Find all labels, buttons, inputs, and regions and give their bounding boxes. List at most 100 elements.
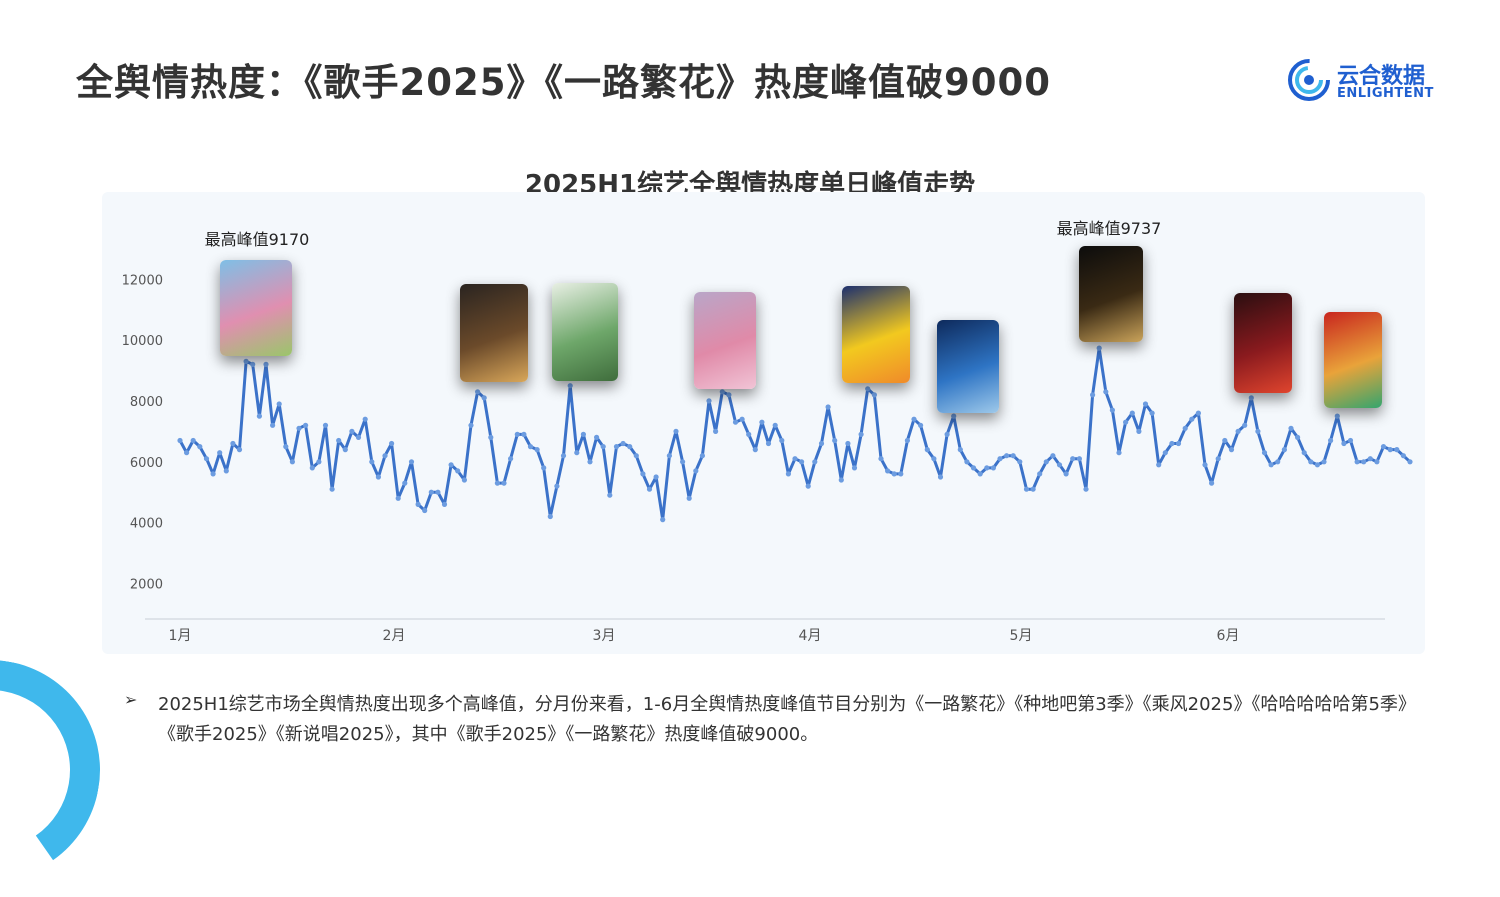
series-line bbox=[178, 346, 1412, 522]
data-point bbox=[765, 440, 772, 447]
data-point bbox=[620, 440, 626, 447]
data-point bbox=[1202, 462, 1208, 468]
poster-band-show bbox=[1234, 293, 1292, 393]
data-point bbox=[719, 389, 725, 395]
data-point bbox=[646, 486, 653, 492]
data-point bbox=[686, 495, 692, 501]
data-point bbox=[1056, 462, 1063, 468]
data-point bbox=[395, 495, 401, 501]
data-point bbox=[1308, 459, 1314, 465]
data-point bbox=[1347, 437, 1354, 444]
poster-yilufanhua bbox=[220, 260, 292, 356]
logo-icon bbox=[1288, 59, 1330, 101]
data-point bbox=[1010, 453, 1016, 459]
summary-text: 2025H1综艺市场全舆情热度出现多个高峰值，分月份来看，1-6月全舆情热度峰值… bbox=[158, 694, 1416, 745]
series-points bbox=[177, 345, 1413, 523]
data-point bbox=[957, 447, 963, 453]
data-point bbox=[375, 474, 381, 480]
data-point bbox=[680, 459, 686, 465]
data-point bbox=[1037, 471, 1043, 477]
data-point bbox=[1222, 437, 1228, 444]
data-point bbox=[633, 453, 639, 459]
bullet-arrow-icon: ➢ bbox=[124, 690, 138, 709]
data-point bbox=[851, 465, 858, 471]
data-point bbox=[818, 440, 825, 447]
data-point bbox=[1096, 345, 1102, 351]
data-point bbox=[1334, 413, 1340, 419]
data-point bbox=[785, 471, 792, 477]
data-point bbox=[805, 483, 811, 489]
data-point bbox=[236, 447, 243, 453]
y-tick-label: 8000 bbox=[130, 395, 163, 410]
data-point bbox=[455, 468, 461, 474]
data-point bbox=[230, 440, 236, 447]
data-point bbox=[1394, 447, 1400, 453]
data-point bbox=[1070, 456, 1076, 462]
y-tick-label: 12000 bbox=[122, 273, 163, 288]
data-point bbox=[732, 419, 739, 425]
data-point bbox=[865, 386, 871, 392]
data-point bbox=[1195, 410, 1201, 416]
data-point bbox=[329, 486, 335, 492]
x-axis: 1月 2月 3月 4月 5月 6月 bbox=[169, 628, 1240, 644]
x-tick-label: 5月 bbox=[1010, 628, 1033, 644]
data-point bbox=[1215, 456, 1221, 462]
data-point bbox=[309, 465, 315, 471]
data-point bbox=[1129, 410, 1135, 416]
data-point bbox=[1242, 422, 1248, 428]
data-point bbox=[904, 437, 911, 444]
data-point bbox=[666, 453, 673, 459]
data-point bbox=[1142, 401, 1149, 407]
data-point bbox=[355, 434, 362, 440]
data-point bbox=[494, 480, 500, 486]
data-point bbox=[1268, 462, 1274, 468]
data-point bbox=[746, 431, 752, 437]
data-point bbox=[1261, 450, 1268, 456]
brand-logo: 云合数据 ENLIGHTENT bbox=[1287, 58, 1437, 106]
data-point bbox=[832, 437, 838, 444]
data-point bbox=[931, 456, 937, 462]
data-point bbox=[739, 416, 745, 422]
data-point bbox=[600, 444, 606, 450]
data-point bbox=[1248, 395, 1254, 401]
data-point bbox=[613, 444, 620, 450]
data-point bbox=[210, 471, 216, 477]
data-point bbox=[270, 422, 276, 428]
poster-xinshuochang bbox=[460, 284, 528, 382]
data-point bbox=[845, 440, 851, 447]
peak-annotation-2: 最高峰值9737 bbox=[1057, 219, 1162, 238]
data-point bbox=[289, 459, 295, 465]
data-point bbox=[1281, 447, 1287, 453]
data-point bbox=[1030, 486, 1036, 492]
data-point bbox=[1407, 459, 1413, 465]
x-tick-label: 3月 bbox=[593, 628, 616, 644]
data-point bbox=[944, 431, 950, 437]
data-point bbox=[772, 422, 778, 428]
data-point bbox=[349, 428, 355, 434]
data-point bbox=[937, 474, 944, 480]
data-point bbox=[342, 447, 348, 453]
data-point bbox=[441, 501, 448, 507]
data-point bbox=[1109, 407, 1115, 413]
data-point bbox=[693, 468, 699, 474]
data-point bbox=[560, 453, 567, 459]
data-point bbox=[190, 437, 196, 444]
data-point bbox=[197, 444, 203, 450]
data-point bbox=[752, 447, 758, 453]
data-point bbox=[911, 416, 917, 422]
data-point bbox=[389, 440, 395, 447]
data-point bbox=[891, 471, 897, 477]
x-tick-label: 2月 bbox=[383, 628, 406, 644]
data-point bbox=[1288, 425, 1294, 431]
data-point bbox=[567, 383, 573, 389]
data-point bbox=[984, 465, 990, 471]
data-point bbox=[924, 447, 930, 453]
data-point bbox=[792, 456, 798, 462]
data-point bbox=[508, 456, 514, 462]
data-point bbox=[970, 465, 977, 471]
data-point bbox=[1314, 462, 1320, 468]
data-point bbox=[699, 453, 706, 459]
data-point bbox=[799, 459, 805, 465]
data-point bbox=[1367, 456, 1373, 462]
data-point bbox=[1004, 453, 1010, 459]
